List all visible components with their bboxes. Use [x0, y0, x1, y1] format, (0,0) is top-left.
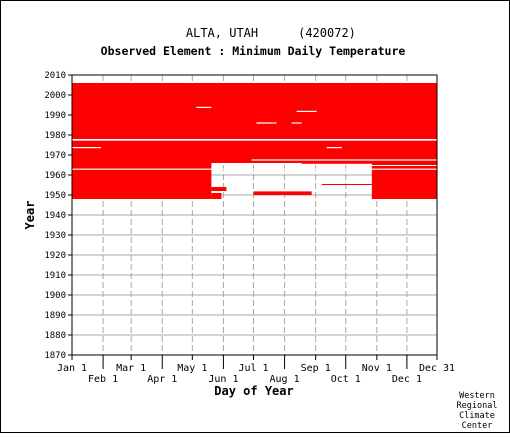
- station-id: (420072): [298, 26, 356, 40]
- coverage-block-3: [72, 163, 212, 199]
- coverage-block-7: [301, 163, 372, 164]
- y-tick-label-1890: 1890: [44, 311, 66, 321]
- y-tick-label-1990: 1990: [44, 111, 66, 121]
- credit-line-3: Climate: [459, 411, 495, 421]
- missing-gap-9: [251, 159, 437, 161]
- wrcc-credit: Western Regional Climate Center: [457, 391, 498, 431]
- coverage-block-1: [72, 83, 437, 139]
- x-tick-label-feb-1: Feb 1: [88, 374, 118, 385]
- x-tick-label-apr-1: Apr 1: [147, 374, 177, 385]
- y-tick-label-2010: 2010: [44, 71, 66, 81]
- missing-observation-gaps: [72, 106, 437, 170]
- y-axis-label: Year: [23, 201, 37, 230]
- missing-gap-8: [326, 147, 342, 149]
- missing-gap-2: [72, 168, 437, 170]
- x-tick-label-jun-1: Jun 1: [208, 374, 238, 385]
- coverage-block-9: [253, 191, 312, 195]
- y-tick-label-1880: 1880: [44, 331, 66, 341]
- missing-gap-10: [371, 165, 437, 166]
- coverage-block-10: [211, 187, 227, 191]
- coverage-block-2: [72, 140, 437, 163]
- missing-gap-3: [196, 106, 212, 108]
- x-tick-label-nov-1: Nov 1: [362, 363, 392, 374]
- x-tick-label-oct-1: Oct 1: [331, 374, 361, 385]
- y-tick-label-1950: 1950: [44, 191, 66, 201]
- x-axis-ticks: Jan 1 Mar 1 May 1 Jul 1 Sep 1 Nov 1 Dec 31 Feb …: [57, 355, 455, 385]
- x-tick-label-aug-1: Aug 1: [270, 374, 300, 385]
- y-tick-label-1920: 1920: [44, 251, 66, 261]
- y-tick-label-1940: 1940: [44, 211, 66, 221]
- y-tick-label-1980: 1980: [44, 131, 66, 141]
- coverage-block-8: [321, 184, 372, 185]
- y-tick-label-1960: 1960: [44, 171, 66, 181]
- credit-line-1: Western: [459, 391, 495, 401]
- missing-gap-4: [256, 122, 277, 124]
- missing-gap-5: [291, 122, 302, 124]
- y-tick-label-1900: 1900: [44, 291, 66, 301]
- x-tick-label-may-1: May 1: [177, 363, 207, 374]
- coverage-block-6: [371, 163, 437, 199]
- x-axis-label: Day of Year: [214, 384, 293, 398]
- y-tick-label-1870: 1870: [44, 351, 66, 361]
- coverage-block-5: [231, 153, 372, 155]
- chart-title: ALTA, UTAH: [186, 26, 258, 40]
- coverage-block-11: [211, 193, 222, 199]
- x-tick-label-sep-1: Sep 1: [301, 363, 331, 374]
- y-tick-label-2000: 2000: [44, 91, 66, 101]
- credit-line-2: Regional: [457, 401, 498, 411]
- y-axis-ticks: 1870 1880 1890 1900 1910 1920 1930 1940 1950 1960…: [44, 71, 72, 361]
- y-tick-label-1970: 1970: [44, 151, 66, 161]
- x-tick-label-jul-1: Jul 1: [238, 363, 268, 374]
- missing-gap-6: [296, 110, 317, 112]
- y-tick-label-1930: 1930: [44, 231, 66, 241]
- credit-line-4: Center: [462, 421, 493, 431]
- missing-gap-7: [72, 147, 102, 149]
- x-tick-label-dec-31: Dec 31: [419, 363, 455, 374]
- missing-gap-1: [72, 139, 437, 141]
- x-tick-label-dec-1: Dec 1: [392, 374, 422, 385]
- observation-coverage: [72, 83, 437, 199]
- chart-subtitle: Observed Element : Minimum Daily Tempera…: [101, 44, 406, 58]
- x-tick-label-mar-1: Mar 1: [116, 363, 146, 374]
- coverage-block-4: [211, 155, 232, 159]
- x-tick-label-jan-1: Jan 1: [57, 363, 87, 374]
- y-tick-label-1910: 1910: [44, 271, 66, 281]
